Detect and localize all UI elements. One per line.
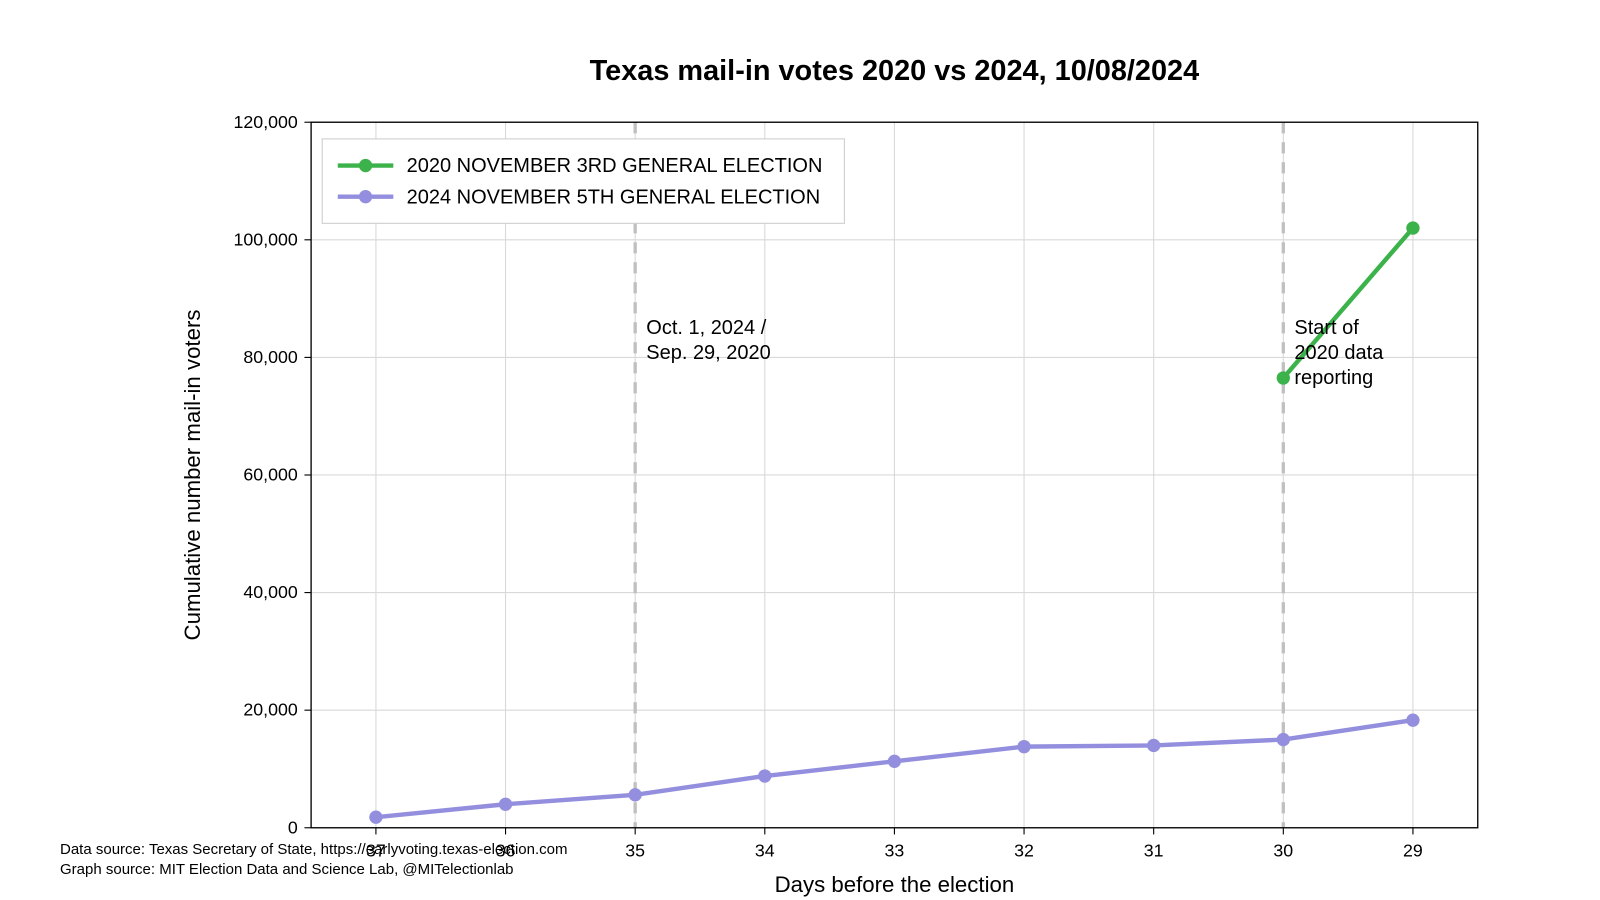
svg-text:Sep. 29, 2020: Sep. 29, 2020 xyxy=(646,342,770,364)
svg-text:34: 34 xyxy=(755,841,775,861)
svg-text:reporting: reporting xyxy=(1294,367,1373,389)
svg-text:100,000: 100,000 xyxy=(234,229,298,249)
svg-text:30: 30 xyxy=(1273,841,1293,861)
svg-text:Start of: Start of xyxy=(1294,317,1359,339)
footer-line-2: Graph source: MIT Election Data and Scie… xyxy=(60,860,567,880)
svg-text:29: 29 xyxy=(1403,841,1423,861)
svg-text:Cumulative number mail-in vote: Cumulative number mail-in voters xyxy=(180,310,205,641)
line-chart: 373635343332313029020,00040,00060,00080,… xyxy=(0,0,1600,900)
svg-text:120,000: 120,000 xyxy=(234,112,298,132)
svg-text:31: 31 xyxy=(1144,841,1164,861)
svg-text:0: 0 xyxy=(288,817,298,837)
chart-container: 373635343332313029020,00040,00060,00080,… xyxy=(0,0,1600,900)
footer-line-1: Data source: Texas Secretary of State, h… xyxy=(60,840,567,860)
svg-text:20,000: 20,000 xyxy=(243,700,297,720)
svg-text:Oct. 1, 2024 /: Oct. 1, 2024 / xyxy=(646,317,766,339)
chart-footer: Data source: Texas Secretary of State, h… xyxy=(60,840,567,881)
svg-text:40,000: 40,000 xyxy=(243,582,297,602)
svg-text:32: 32 xyxy=(1014,841,1034,861)
svg-text:2020 NOVEMBER 3RD GENERAL ELEC: 2020 NOVEMBER 3RD GENERAL ELECTION xyxy=(407,155,823,177)
svg-text:60,000: 60,000 xyxy=(243,465,297,485)
svg-text:2020 data: 2020 data xyxy=(1294,342,1384,364)
svg-text:Days before the election: Days before the election xyxy=(775,872,1015,897)
svg-text:35: 35 xyxy=(625,841,645,861)
svg-text:80,000: 80,000 xyxy=(243,347,297,367)
svg-text:33: 33 xyxy=(885,841,905,861)
svg-text:2024 NOVEMBER 5TH GENERAL ELEC: 2024 NOVEMBER 5TH GENERAL ELECTION xyxy=(407,186,821,208)
svg-text:Texas mail-in votes 2020 vs 20: Texas mail-in votes 2020 vs 2024, 10/08/… xyxy=(590,55,1199,87)
